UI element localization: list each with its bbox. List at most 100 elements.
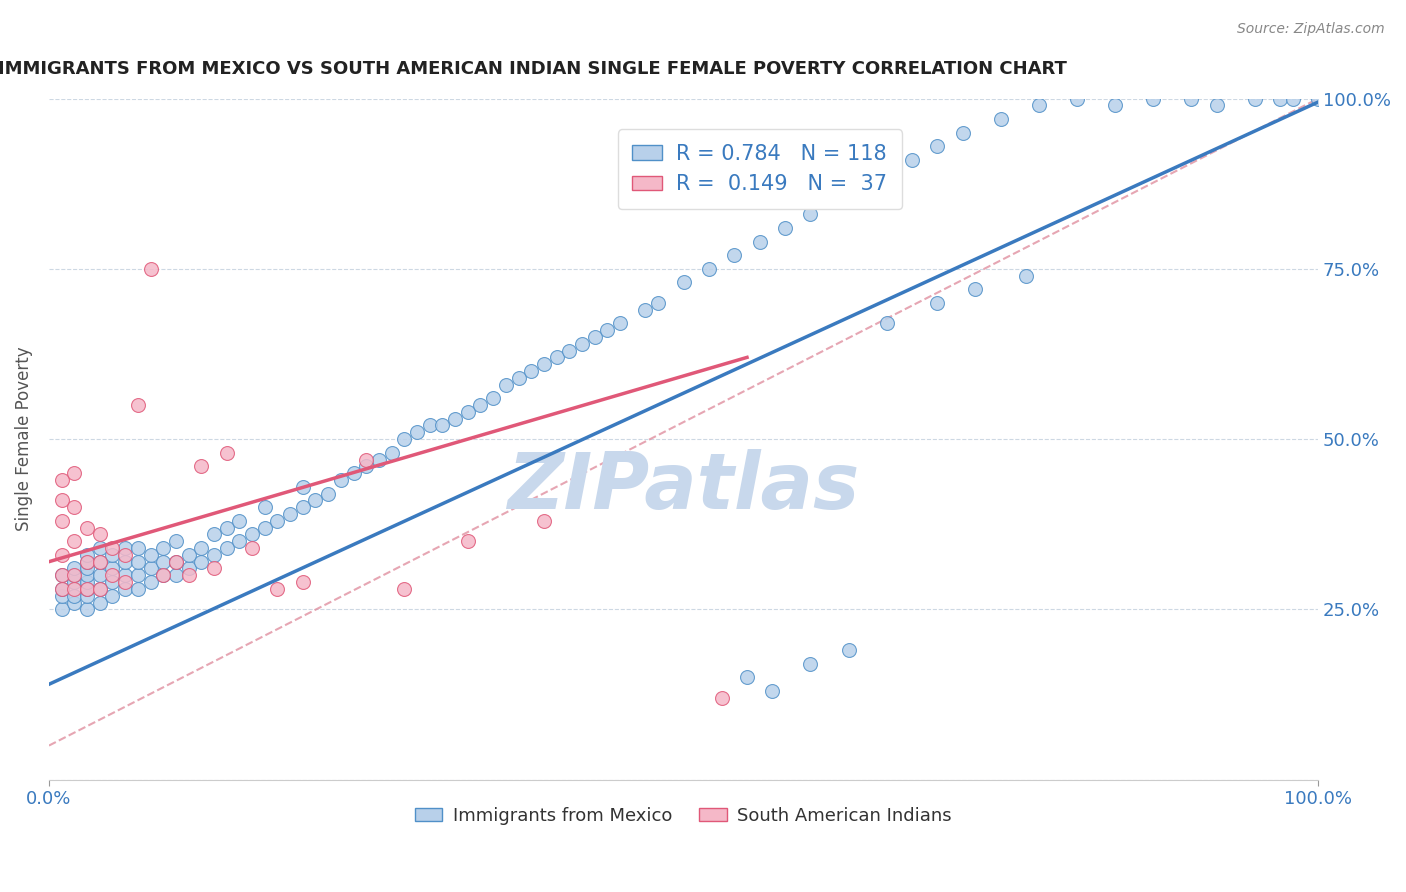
Point (51, 589, 73, 603)
Point (240, 527, 263, 541)
Point (127, 555, 149, 569)
Point (202, 527, 225, 541)
Point (89, 527, 111, 541)
Point (761, 684, 783, 698)
Point (876, 316, 898, 330)
Point (432, 418, 454, 433)
Point (101, 548, 124, 562)
Point (482, 391, 505, 405)
Point (101, 568, 124, 582)
Point (202, 561, 225, 575)
Text: Source: ZipAtlas.com: Source: ZipAtlas.com (1237, 22, 1385, 37)
Point (394, 582, 416, 596)
Point (114, 541, 136, 555)
Point (202, 548, 225, 562)
Point (101, 541, 124, 555)
Point (927, 139, 949, 153)
Point (444, 411, 467, 425)
Point (89, 582, 111, 596)
Point (508, 371, 530, 385)
Point (127, 541, 149, 555)
Point (876, 167, 898, 181)
Point (177, 548, 200, 562)
Point (799, 657, 821, 671)
Point (76, 555, 98, 569)
Point (63, 534, 86, 549)
Point (291, 480, 314, 494)
Point (748, 235, 770, 249)
Point (1205, 98, 1227, 112)
Point (735, 670, 758, 684)
Point (89, 582, 111, 596)
Point (76, 548, 98, 562)
Point (114, 575, 136, 590)
Point (165, 555, 187, 569)
Point (63, 561, 86, 575)
Point (533, 514, 555, 528)
Point (114, 582, 136, 596)
Point (152, 555, 174, 569)
Point (89, 541, 111, 555)
Point (76, 582, 98, 596)
Point (1015, 268, 1038, 283)
Point (63, 568, 86, 582)
Point (89, 555, 111, 569)
Point (356, 459, 378, 474)
Point (63, 575, 86, 590)
Point (520, 364, 543, 378)
Point (51, 548, 73, 562)
Point (190, 459, 212, 474)
Point (266, 514, 288, 528)
Point (51, 568, 73, 582)
Point (63, 500, 86, 515)
Point (51, 582, 73, 596)
Point (177, 568, 200, 582)
Point (76, 582, 98, 596)
Point (838, 643, 860, 657)
Point (495, 377, 517, 392)
Point (215, 521, 238, 535)
Point (101, 589, 124, 603)
Point (851, 180, 873, 194)
Point (139, 561, 162, 575)
Point (190, 555, 212, 569)
Point (1180, 92, 1202, 106)
Point (101, 575, 124, 590)
Point (63, 589, 86, 603)
Point (952, 126, 974, 140)
Point (51, 602, 73, 616)
Point (470, 398, 492, 412)
Point (215, 446, 238, 460)
Point (278, 507, 301, 521)
Point (697, 261, 720, 276)
Point (76, 561, 98, 575)
Point (89, 568, 111, 582)
Point (63, 596, 86, 610)
Point (1104, 98, 1126, 112)
Text: IMMIGRANTS FROM MEXICO VS SOUTH AMERICAN INDIAN SINGLE FEMALE POVERTY CORRELATIO: IMMIGRANTS FROM MEXICO VS SOUTH AMERICAN… (0, 60, 1067, 78)
Point (965, 282, 987, 296)
Point (457, 534, 479, 549)
Point (139, 548, 162, 562)
Point (1066, 92, 1088, 106)
Point (63, 582, 86, 596)
Point (342, 466, 364, 480)
Point (152, 568, 174, 582)
Point (609, 316, 631, 330)
Point (76, 521, 98, 535)
Point (76, 589, 98, 603)
Point (927, 296, 949, 310)
Point (394, 432, 416, 446)
Point (1268, 92, 1291, 106)
Point (76, 555, 98, 569)
Point (253, 500, 276, 515)
Point (266, 582, 288, 596)
Y-axis label: Single Female Poverty: Single Female Poverty (15, 347, 32, 532)
Point (165, 568, 187, 582)
Point (152, 541, 174, 555)
Point (240, 541, 263, 555)
Point (773, 221, 796, 235)
Legend: Immigrants from Mexico, South American Indians: Immigrants from Mexico, South American I… (408, 799, 959, 832)
Point (546, 351, 568, 365)
Point (1308, 92, 1330, 106)
